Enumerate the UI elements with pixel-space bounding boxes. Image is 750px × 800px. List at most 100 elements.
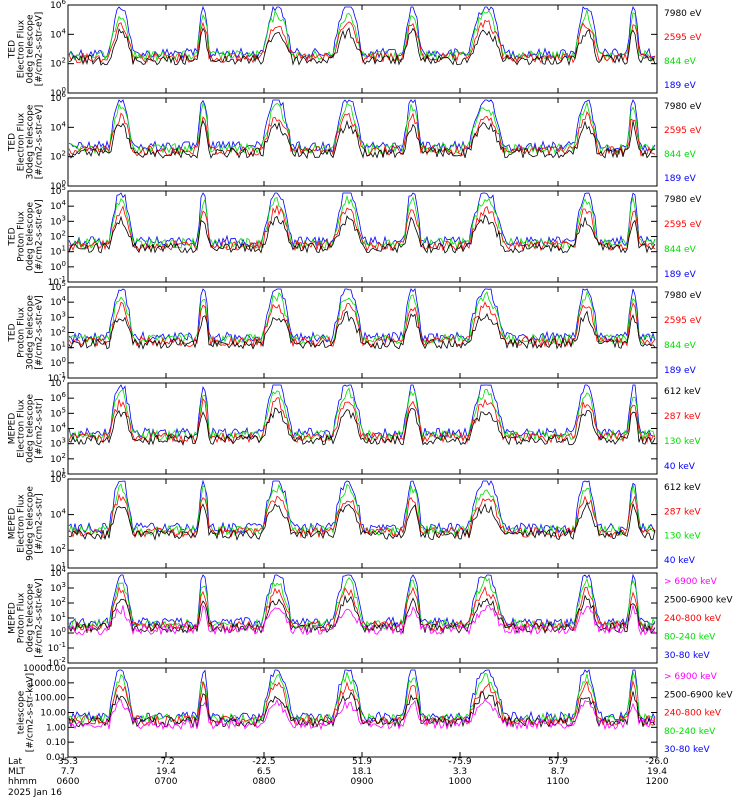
y-tick-label: 103	[50, 437, 66, 450]
series-traces	[68, 99, 656, 160]
y-tick-label: 103	[50, 310, 66, 323]
legend-entry: 7980 eV	[664, 102, 702, 112]
y-tick-label: 102	[50, 326, 66, 339]
y-tick-label: 100	[50, 356, 66, 369]
legend-entry: 240-800 keV	[664, 614, 722, 624]
series-line	[68, 192, 656, 248]
x-tick-label-lat: -22.5	[252, 757, 275, 767]
x-tick-label-mlt: 8.7	[551, 767, 565, 777]
series-line	[68, 27, 656, 67]
legend-entry: 30-80 keV	[664, 651, 710, 661]
legend-entry: 7980 eV	[664, 9, 702, 19]
series-line	[68, 214, 656, 254]
x-tick-label-lat: 57.9	[548, 757, 568, 767]
series-line	[68, 310, 656, 350]
legend-entry: > 6900 keV	[664, 577, 718, 587]
series-line	[68, 483, 656, 537]
series-line	[68, 387, 656, 442]
legend-entry: 189 eV	[664, 174, 697, 184]
x-axis-row-label: Lat	[8, 757, 23, 767]
legend-entry: 612 keV	[664, 387, 701, 397]
y-tick-label: 10000.00	[23, 664, 66, 674]
x-tick-label-mlt: 3.3	[453, 767, 467, 777]
legend-entry: 240-800 keV	[664, 709, 722, 719]
x-tick-label-hhmm: 1100	[547, 777, 570, 787]
y-tick-label: 106	[50, 0, 66, 11]
y-tick-label: 101	[50, 611, 66, 624]
series-line	[68, 205, 656, 252]
y-axis-label: TEDProton Flux30deg telescope[#/cm2-s-st…	[8, 295, 45, 370]
legend-entry: 612 keV	[664, 483, 701, 493]
series-line	[68, 493, 656, 539]
y-tick-label: 10.00	[40, 709, 66, 719]
y-tick-label: 102	[50, 150, 66, 163]
legend-entry: 844 eV	[664, 57, 697, 67]
series-line	[68, 672, 656, 725]
legend-entry: 287 keV	[664, 412, 701, 422]
y-tick-label: 104	[50, 422, 66, 435]
series-line	[68, 585, 656, 632]
y-tick-label: 100.00	[35, 694, 67, 704]
x-tick-label-lat: -26.0	[645, 757, 669, 767]
y-axis-label: MEPEDElectron Flux0deg telescope[#/cm2-s…	[8, 394, 45, 464]
x-tick-label-hhmm: 0900	[351, 777, 374, 787]
legend-entry: 844 eV	[664, 150, 697, 160]
y-tick-label: 100	[50, 260, 66, 273]
panel-frame	[67, 382, 658, 475]
y-tick-label: 100	[50, 626, 66, 639]
y-tick-label: 10-1	[48, 641, 66, 654]
y-axis-label: TEDProton Flux0deg telescope[#/cm2-s-str…	[8, 199, 45, 274]
y-tick-label: 104	[50, 199, 66, 212]
x-tick-label-mlt: 19.4	[647, 767, 667, 777]
series-line	[68, 501, 656, 541]
x-tick-label-mlt: 18.1	[352, 767, 372, 777]
series-line	[68, 99, 656, 153]
series-line	[68, 288, 656, 344]
y-tick-label: 106	[50, 391, 66, 404]
y-tick-label: 102	[50, 596, 66, 609]
y-tick-label: 103	[50, 214, 66, 227]
panels: 100 102 104 106 TEDElectron Flux0deg telesco…	[8, 0, 734, 763]
legend-entry: 287 keV	[664, 507, 701, 517]
series-line	[68, 680, 656, 727]
y-tick-label: 104	[50, 295, 66, 308]
legend-entry: 40 keV	[664, 462, 696, 472]
series-line	[69, 604, 656, 637]
series-line	[68, 9, 656, 62]
legend-entry: 189 eV	[664, 270, 697, 280]
legend-entry: 2595 eV	[664, 126, 702, 136]
series-line	[68, 479, 656, 535]
x-axis-row-label: hhmm	[8, 777, 37, 787]
series-line	[68, 101, 656, 155]
series-line	[68, 573, 656, 629]
y-tick-label: 102	[50, 452, 66, 465]
series-line	[68, 397, 656, 444]
x-tick-label-hhmm: 0800	[253, 777, 276, 787]
legend-entry: 80-240 keV	[664, 633, 716, 643]
x-tick-label-lat: 35.3	[58, 757, 78, 767]
y-axis-label: MEPEDElectron Flux90deg telescope[#/cm2-…	[8, 486, 45, 561]
series-line	[68, 119, 656, 160]
legend-entry: 30-80 keV	[664, 745, 710, 755]
y-tick-label: 0.01	[46, 753, 66, 763]
x-tick-label-lat: 51.9	[352, 757, 372, 767]
legend-entry: 2500-6900 keV	[664, 690, 733, 700]
legend-entry: 7980 eV	[664, 291, 702, 301]
legend-entry: 2500-6900 keV	[664, 596, 733, 606]
series-traces	[68, 384, 656, 447]
x-tick-label-mlt: 6.5	[257, 767, 271, 777]
series-line	[68, 576, 656, 631]
x-tick-label-lat: -75.9	[448, 757, 472, 767]
y-tick-label: 105	[50, 406, 66, 419]
y-tick-label: 1.00	[46, 723, 66, 733]
panel-8: 0.01 0.10 1.00 10.00 100.00 1000.00 10000.00te…	[17, 664, 734, 763]
series-traces	[68, 479, 656, 541]
x-axis-row-label: MLT	[8, 767, 26, 777]
